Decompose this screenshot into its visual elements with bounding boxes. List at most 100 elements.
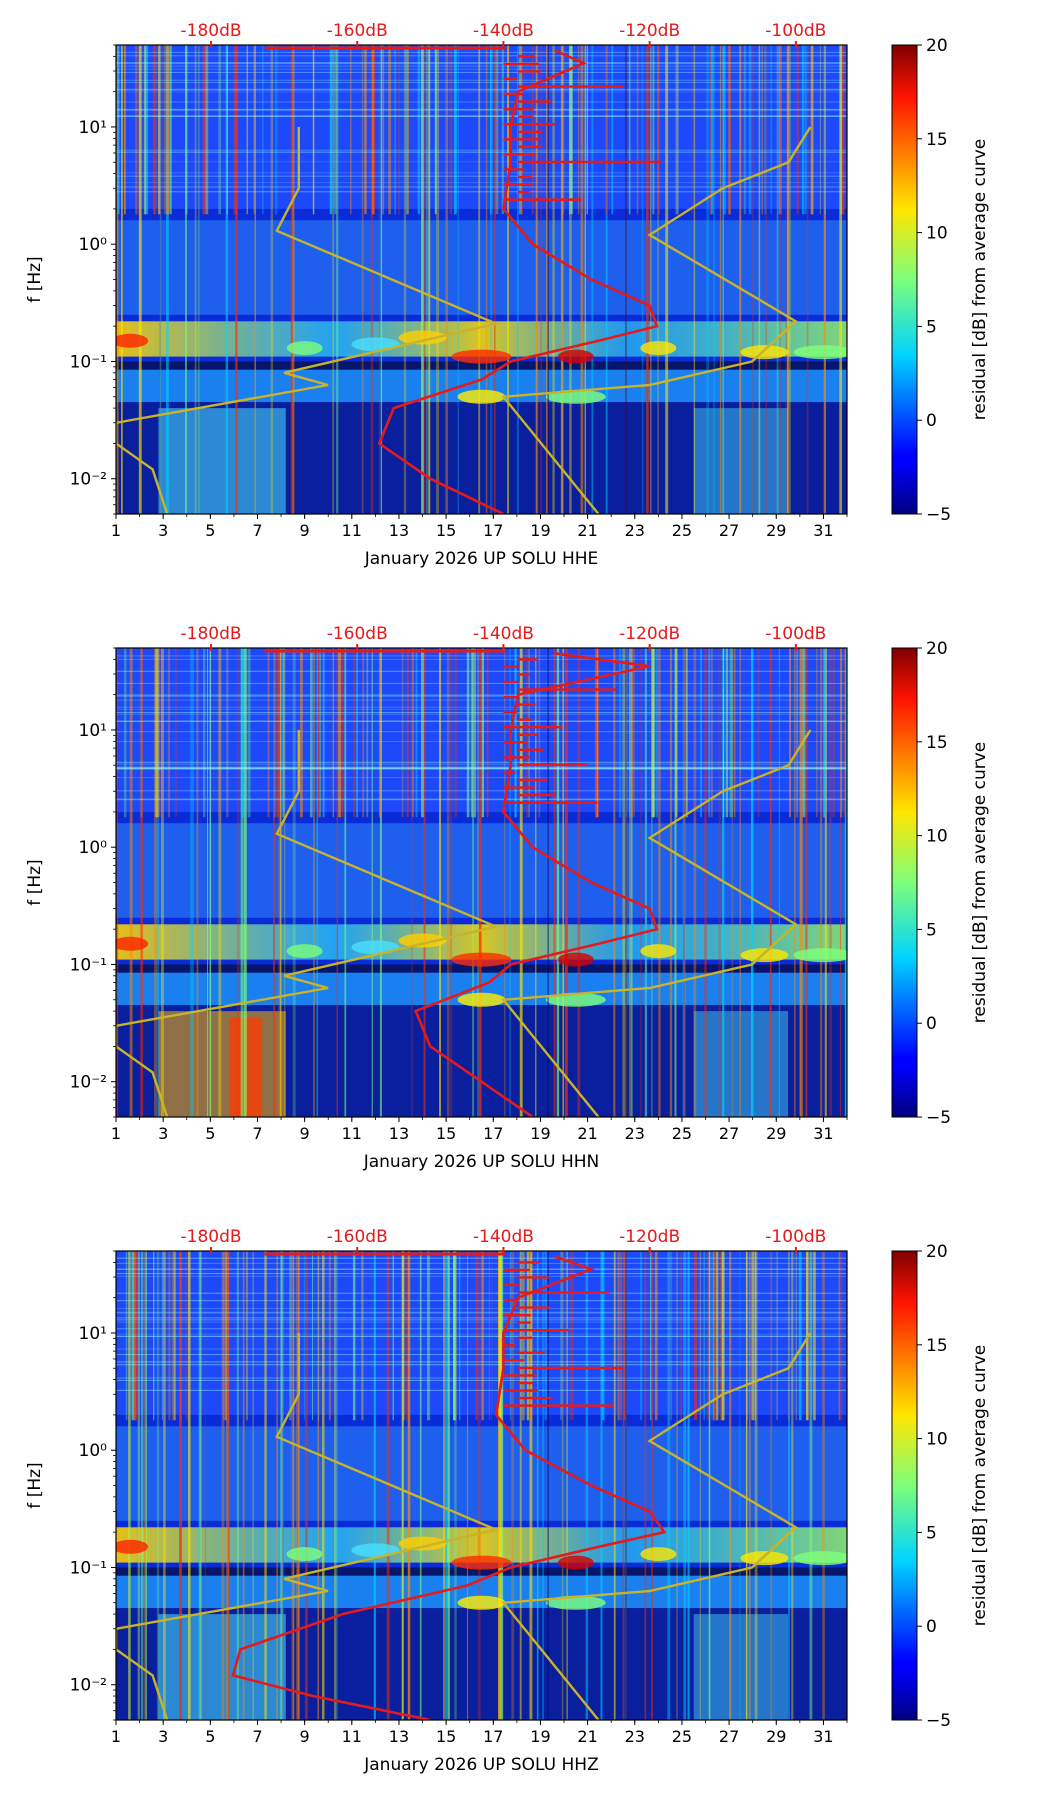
spectrogram-streak (454, 1251, 457, 1720)
spectrogram-streak (298, 1251, 300, 1720)
x-tick-label: 7 (252, 521, 262, 540)
spectrogram-streak (586, 45, 588, 215)
spectrogram-streak (156, 648, 160, 1117)
spectrogram-streak (840, 648, 842, 818)
spectrogram-streak (472, 648, 475, 1117)
spectrogram-streak (545, 45, 549, 514)
spectrogram-streak (795, 1251, 797, 1421)
spectrogram-streak (644, 1251, 647, 1720)
spectrogram-streak (138, 1251, 140, 1720)
spectrogram-blob (457, 389, 506, 404)
spectrogram-streak (411, 648, 413, 1117)
top-db-label: -140dB (473, 21, 534, 41)
spectrogram-streak (225, 1251, 227, 1421)
colorbar-tick-label: −5 (926, 1108, 951, 1128)
y-tick-label: 10⁻¹ (70, 352, 107, 372)
spectrogram-streak (618, 648, 622, 818)
y-axis-label: f [Hz] (25, 859, 45, 905)
spectrogram-streak (382, 45, 385, 215)
spectrogram-streak (840, 648, 842, 818)
spectrogram-hf-line (116, 161, 847, 163)
spectrogram-streak (618, 1251, 620, 1421)
spectrogram-hf-line (116, 1268, 847, 1270)
spectrogram-streak (625, 648, 628, 818)
spectrogram-hf-line (116, 1268, 847, 1270)
spectrogram-streak (729, 648, 732, 818)
colorbar-tick-label: 10 (926, 224, 948, 244)
spectrogram-streak (273, 648, 276, 818)
spectrogram-blob (451, 349, 512, 364)
spectrogram-streak (235, 45, 238, 514)
spectrogram-streak (336, 648, 338, 1117)
x-tick-label: 21 (577, 521, 597, 540)
spectrogram-hf-line (116, 1377, 847, 1379)
spectrogram-streak (128, 1251, 131, 1720)
x-tick-label: 25 (672, 1124, 692, 1143)
spectrogram-gap-line (625, 1251, 627, 1720)
top-db-label: -180dB (181, 21, 242, 41)
spectrogram-streak (839, 45, 843, 514)
spectrogram-streak (378, 648, 382, 818)
spectrogram-streak (134, 1251, 137, 1421)
spectrogram-streak (439, 648, 442, 1117)
spectrogram-streak (452, 1251, 456, 1421)
spectrogram-streak (280, 1251, 282, 1720)
spectrogram-hf-line (116, 1328, 847, 1330)
spectrogram-streak (478, 648, 482, 1117)
spectrogram-streak (378, 45, 381, 514)
spectrogram-streak (128, 1251, 132, 1720)
spectrogram-streak (143, 45, 146, 215)
spectrogram-streak (138, 45, 142, 514)
spectrogram-streak (353, 648, 355, 818)
spectrogram-streak (361, 45, 364, 514)
spectrogram-streak (242, 1251, 245, 1720)
y-axis-label: f [Hz] (25, 1462, 45, 1508)
spectrogram-streak (788, 1251, 790, 1720)
spectrogram-streak (644, 648, 647, 1117)
spectrogram-streak (466, 648, 470, 818)
spectrogram-streak (428, 1251, 431, 1421)
x-tick-label: 23 (625, 521, 645, 540)
spectrogram-streak (334, 1251, 338, 1720)
spectrogram-streak (708, 45, 712, 215)
spectrogram-streak (144, 45, 147, 215)
spectrogram-streak (785, 45, 789, 514)
spectrogram-streak (723, 648, 725, 818)
spectrogram-streak (514, 648, 517, 818)
spectrogram-streak (675, 45, 679, 215)
spectrogram-streak (173, 1251, 176, 1421)
spectrogram-streak (494, 45, 496, 514)
spectrogram-streak (434, 45, 437, 215)
colorbar-tick-label: 5 (926, 317, 937, 337)
spectrogram-streak (822, 1251, 825, 1720)
spectrogram-hf-line (116, 182, 847, 184)
spectrogram-hf-line (116, 1311, 847, 1313)
spectrogram-hf-line (116, 1379, 847, 1381)
spectrogram-streak (805, 648, 808, 1117)
spectrogram-hf-line (116, 1335, 847, 1337)
spectrogram-streak (529, 1251, 533, 1421)
x-tick-label: 27 (719, 1124, 739, 1143)
spectrogram-streak (446, 648, 450, 1117)
spectrogram-streak (117, 45, 120, 215)
spectrogram-streak (650, 45, 652, 514)
spectrogram-streak (218, 648, 222, 1117)
spectrogram-hf-line (116, 1292, 847, 1294)
spectrogram-streak (217, 648, 220, 818)
spectrogram-streak (764, 45, 767, 215)
spectrogram-streak (154, 648, 158, 818)
spectrogram-streak (275, 45, 278, 215)
spectrogram-streak (560, 45, 563, 514)
spectrogram-blob (286, 944, 323, 959)
spectrogram-hf-line (116, 88, 847, 90)
x-tick-label: 5 (205, 1124, 215, 1143)
spectrogram-streak (636, 45, 639, 215)
spectrogram-streak (519, 1251, 522, 1720)
spectrogram-streak (667, 1251, 671, 1720)
spectrogram-streak (372, 45, 376, 215)
spectrogram-hf-line (116, 1275, 847, 1277)
y-tick-label: 10¹ (79, 1324, 107, 1344)
spectrogram-gap-line (547, 45, 549, 514)
spectrogram-streak (313, 648, 316, 1117)
spectrogram-streak (420, 648, 424, 818)
